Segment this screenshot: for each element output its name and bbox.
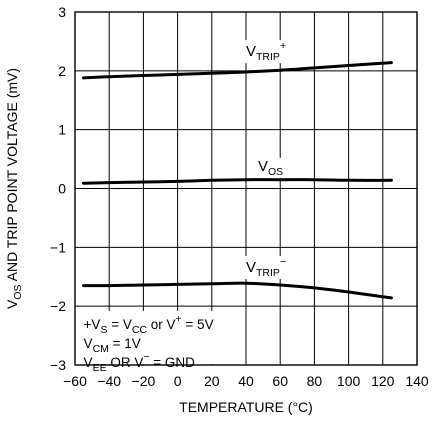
curve-label-vtrip-minus: VTRIP− <box>244 256 289 280</box>
series-layer <box>82 61 393 300</box>
y-tick-label: −1 <box>50 239 66 255</box>
tick-labels: −60 −40 −20 0 20 40 60 80 100 120 140 −3 −2 −1 0 1 2 3 <box>50 4 429 389</box>
x-tick-label: −20 <box>132 373 156 389</box>
curve-label-vtrip-plus: VTRIP+ <box>244 40 289 64</box>
y-tick-label: 3 <box>58 4 66 20</box>
x-tick-label: −60 <box>63 373 87 389</box>
x-tick-label: 60 <box>272 373 288 389</box>
series-line-vtrip-minus <box>82 281 393 300</box>
x-tick-label: 80 <box>307 373 323 389</box>
x-tick-label: 120 <box>371 373 395 389</box>
series-line-vtrip-plus <box>82 61 393 80</box>
y-tick-label: 2 <box>58 63 66 79</box>
y-tick-label: −3 <box>50 357 66 373</box>
x-tick-label: 40 <box>238 373 254 389</box>
y-axis-title-suffix: AND TRIP POINT VOLTAGE (mV) <box>4 68 20 285</box>
x-axis-title: TEMPERATURE (°C) <box>179 399 313 415</box>
curve-label-text: VTRIP+ <box>246 40 286 63</box>
y-tick-label: −2 <box>50 298 66 314</box>
curve-label-backing <box>244 256 289 280</box>
x-tick-label: 140 <box>405 373 429 389</box>
curve-label-text: VOS <box>258 158 283 178</box>
condition-line: +VS = VCC or V+ = 5V <box>84 313 214 336</box>
x-tick-label: 20 <box>204 373 220 389</box>
x-tick-label: 100 <box>337 373 361 389</box>
condition-backing <box>80 310 217 364</box>
series-line-vos <box>82 178 393 185</box>
y-axis-title: VOS AND TRIP POINT VOLTAGE (mV) <box>4 68 24 309</box>
plot-frame <box>74 11 418 366</box>
curve-label-backing <box>244 40 289 64</box>
x-tick-label: 0 <box>174 373 182 389</box>
curve-labels: VTRIP+ VOS VTRIP− <box>244 40 289 280</box>
y-axis-title-prefix: V <box>4 299 20 309</box>
curve-label-text: VTRIP− <box>246 256 286 279</box>
curve-label-vos: VOS <box>255 157 286 178</box>
condition-line: VCM = 1V <box>84 336 141 355</box>
y-tick-label: 0 <box>58 181 66 197</box>
y-tick-label: 1 <box>58 122 66 138</box>
curve-label-backing <box>255 157 286 178</box>
condition-line: VEE OR V− = GND <box>84 351 196 374</box>
x-tick-label: −40 <box>97 373 121 389</box>
y-axis-title-sub: OS <box>12 285 24 300</box>
